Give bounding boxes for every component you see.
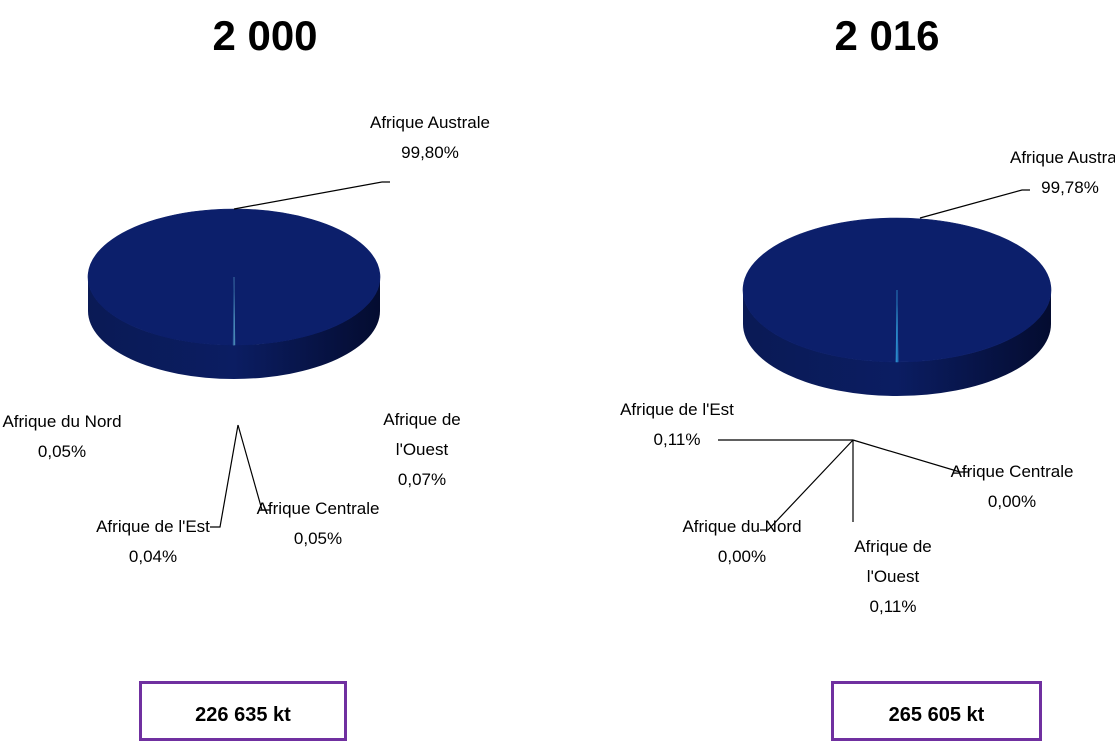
chart-title: 2 000 bbox=[115, 12, 415, 60]
slice-name: Afrique Australe bbox=[365, 108, 495, 138]
slice-value: 0,04% bbox=[88, 542, 218, 572]
slice-name: Afrique Australe bbox=[1005, 143, 1115, 173]
slice-value: 0,11% bbox=[612, 425, 742, 455]
slice-value: 0,05% bbox=[253, 524, 383, 554]
leader-line bbox=[234, 182, 390, 209]
slice-name: Afrique de l'Ouest bbox=[357, 405, 487, 465]
slice-value: 0,05% bbox=[0, 437, 127, 467]
chart-title: 2 016 bbox=[737, 12, 1037, 60]
slice-name: Afrique Centrale bbox=[947, 457, 1077, 487]
slice-value: 0,11% bbox=[828, 592, 958, 622]
slice-value: 0,07% bbox=[357, 465, 487, 495]
slice-name: Afrique Centrale bbox=[253, 494, 383, 524]
slice-value: 0,00% bbox=[677, 542, 807, 572]
slice-value: 99,80% bbox=[365, 138, 495, 168]
slice-value: 0,00% bbox=[947, 487, 1077, 517]
total-box: 265 605 kt bbox=[831, 681, 1042, 741]
slice-name: Afrique de l'Ouest bbox=[828, 532, 958, 592]
slice-name: Afrique du Nord bbox=[0, 407, 127, 437]
slice-name: Afrique de l'Est bbox=[88, 512, 218, 542]
slice-value: 99,78% bbox=[1005, 173, 1115, 203]
slice-name: Afrique de l'Est bbox=[612, 395, 742, 425]
total-box: 226 635 kt bbox=[139, 681, 347, 741]
slice-name: Afrique du Nord bbox=[677, 512, 807, 542]
